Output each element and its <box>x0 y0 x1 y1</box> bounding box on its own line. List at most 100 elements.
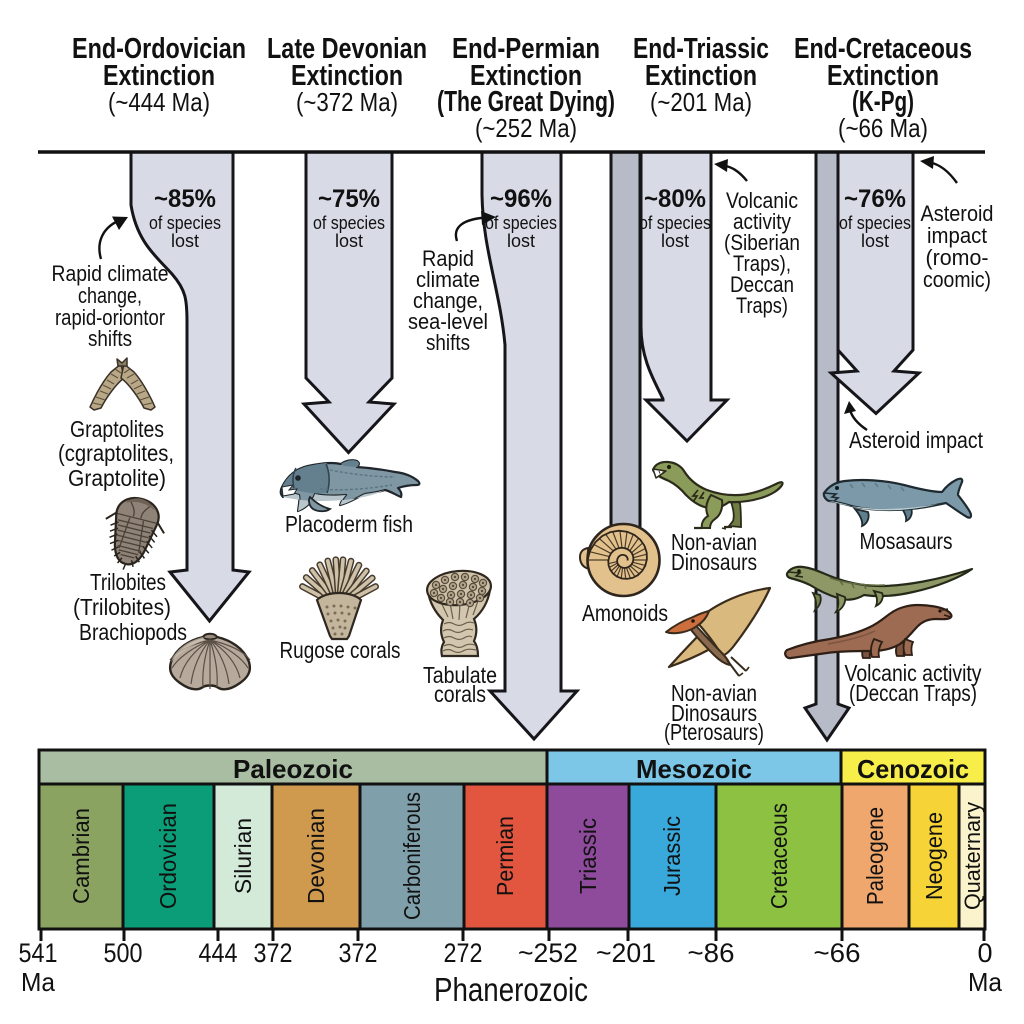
svg-text:~66: ~66 <box>814 938 861 968</box>
svg-text:End-Ordovician: End-Ordovician <box>72 33 246 65</box>
svg-text:372: 372 <box>339 938 378 968</box>
svg-text:shifts: shifts <box>88 326 132 351</box>
svg-text:Dinosaurs: Dinosaurs <box>671 700 757 726</box>
svg-text:corals: corals <box>434 681 486 707</box>
svg-text:coomic): coomic) <box>923 267 991 292</box>
svg-text:~80%: ~80% <box>644 185 706 213</box>
svg-text:lost: lost <box>861 231 889 251</box>
svg-text:(~372 Ma): (~372 Ma) <box>296 87 398 117</box>
svg-text:Graptolites: Graptolites <box>70 416 164 442</box>
svg-text:Triassic: Triassic <box>575 818 601 894</box>
svg-text:444: 444 <box>199 938 238 968</box>
svg-text:Mosasaurs: Mosasaurs <box>860 528 953 554</box>
svg-text:Extinction: Extinction <box>291 60 403 92</box>
svg-text:Ordovician: Ordovician <box>155 803 181 909</box>
svg-text:Carboniferous: Carboniferous <box>399 792 425 920</box>
svg-text:Trilobites: Trilobites <box>90 569 166 595</box>
svg-text:lost: lost <box>661 231 689 251</box>
svg-text:of species: of species <box>149 213 221 233</box>
svg-text:Jurassic: Jurassic <box>659 816 685 896</box>
svg-text:Paleozoic: Paleozoic <box>233 754 353 784</box>
svg-text:(romo-: (romo- <box>926 245 989 270</box>
svg-text:Silurian: Silurian <box>230 818 256 894</box>
svg-text:Volcanic activity: Volcanic activity <box>845 660 982 686</box>
svg-text:of species: of species <box>313 213 385 233</box>
svg-text:~75%: ~75% <box>318 185 380 213</box>
svg-text:Non-avian: Non-avian <box>671 529 757 555</box>
svg-text:Extinction: Extinction <box>470 60 582 92</box>
svg-text:Rugose corals: Rugose corals <box>280 637 401 663</box>
svg-text:Deccan: Deccan <box>730 272 794 297</box>
svg-text:Late Devonian: Late Devonian <box>267 33 427 65</box>
svg-text:~76%: ~76% <box>844 185 906 213</box>
svg-text:activity: activity <box>733 209 791 234</box>
svg-text:541: 541 <box>19 938 58 968</box>
svg-text:Devonian: Devonian <box>303 808 329 904</box>
svg-text:climate: climate <box>416 267 480 292</box>
svg-text:lost: lost <box>171 231 199 251</box>
svg-text:(~201 Ma): (~201 Ma) <box>650 87 752 117</box>
svg-text:(~66 Ma): (~66 Ma) <box>838 113 928 143</box>
svg-text:Rapid climate: Rapid climate <box>52 261 169 286</box>
svg-text:(Deccan Traps): (Deccan Traps) <box>849 680 977 706</box>
svg-text:Permian: Permian <box>492 816 518 896</box>
svg-text:(~252 Ma): (~252 Ma) <box>475 113 577 143</box>
svg-text:Asteroid: Asteroid <box>921 201 994 226</box>
svg-text:Ma: Ma <box>21 967 56 997</box>
svg-text:(The Great Dying): (The Great Dying) <box>437 86 615 118</box>
svg-text:Graptolite): Graptolite) <box>68 465 166 491</box>
svg-text:shifts: shifts <box>426 330 470 355</box>
svg-text:sea-level: sea-level <box>408 309 488 334</box>
svg-text:(~444 Ma): (~444 Ma) <box>108 87 210 117</box>
svg-text:Mesozoic: Mesozoic <box>636 754 752 784</box>
svg-text:rapid-oriontor: rapid-oriontor <box>55 305 165 330</box>
svg-text:Tabulate: Tabulate <box>423 662 497 688</box>
svg-text:0: 0 <box>977 938 992 968</box>
svg-text:Extinction: Extinction <box>645 60 757 92</box>
svg-text:~85%: ~85% <box>154 185 216 213</box>
svg-text:Dinosaurs: Dinosaurs <box>671 549 757 575</box>
svg-text:of species: of species <box>639 213 711 233</box>
svg-text:Volcanic: Volcanic <box>726 188 798 213</box>
svg-text:Traps),: Traps), <box>733 251 791 276</box>
svg-text:Quaternary: Quaternary <box>960 802 985 910</box>
svg-text:End-Triassic: End-Triassic <box>633 33 769 65</box>
svg-text:impact: impact <box>927 223 987 248</box>
svg-text:(K-Pg): (K-Pg) <box>852 86 914 118</box>
svg-text:Cambrian: Cambrian <box>68 808 94 904</box>
svg-text:Traps): Traps) <box>736 293 788 318</box>
svg-text:Asteroid impact: Asteroid impact <box>849 427 984 453</box>
svg-text:~252: ~252 <box>518 938 578 968</box>
svg-text:~86: ~86 <box>688 938 735 968</box>
svg-text:Placoderm fish: Placoderm fish <box>285 511 413 537</box>
svg-text:lost: lost <box>507 231 535 251</box>
svg-text:(Pterosaurs): (Pterosaurs) <box>664 719 764 745</box>
svg-text:Phanerozoic: Phanerozoic <box>434 971 588 1008</box>
svg-text:Extinction: Extinction <box>827 60 939 92</box>
svg-text:Brachiopods: Brachiopods <box>79 619 187 645</box>
svg-text:(Trilobites): (Trilobites) <box>73 594 171 620</box>
svg-text:of species: of species <box>839 213 911 233</box>
svg-text:Neogene: Neogene <box>921 812 947 900</box>
svg-text:272: 272 <box>444 938 483 968</box>
svg-text:500: 500 <box>104 938 143 968</box>
svg-text:Amonoids: Amonoids <box>582 600 668 626</box>
svg-text:Extinction: Extinction <box>103 60 215 92</box>
svg-text:372: 372 <box>254 938 293 968</box>
svg-text:Rapid: Rapid <box>422 246 474 271</box>
svg-text:~96%: ~96% <box>490 185 552 213</box>
svg-text:~201: ~201 <box>596 938 656 968</box>
svg-text:change,: change, <box>413 288 483 313</box>
svg-text:(cgraptolites,: (cgraptolites, <box>58 440 174 466</box>
svg-text:End-Permian: End-Permian <box>452 33 600 65</box>
svg-text:lost: lost <box>335 231 363 251</box>
svg-text:(Siberian: (Siberian <box>724 230 800 255</box>
svg-text:Ma: Ma <box>968 967 1003 997</box>
svg-text:Cretaceous: Cretaceous <box>766 803 792 909</box>
svg-text:Cenozoic: Cenozoic <box>857 754 969 784</box>
svg-text:of species: of species <box>485 213 557 233</box>
svg-text:Paleogene: Paleogene <box>862 807 888 905</box>
svg-text:change,: change, <box>78 283 142 308</box>
svg-text:Non-avian: Non-avian <box>671 680 757 706</box>
svg-text:End-Cretaceous: End-Cretaceous <box>794 33 972 65</box>
